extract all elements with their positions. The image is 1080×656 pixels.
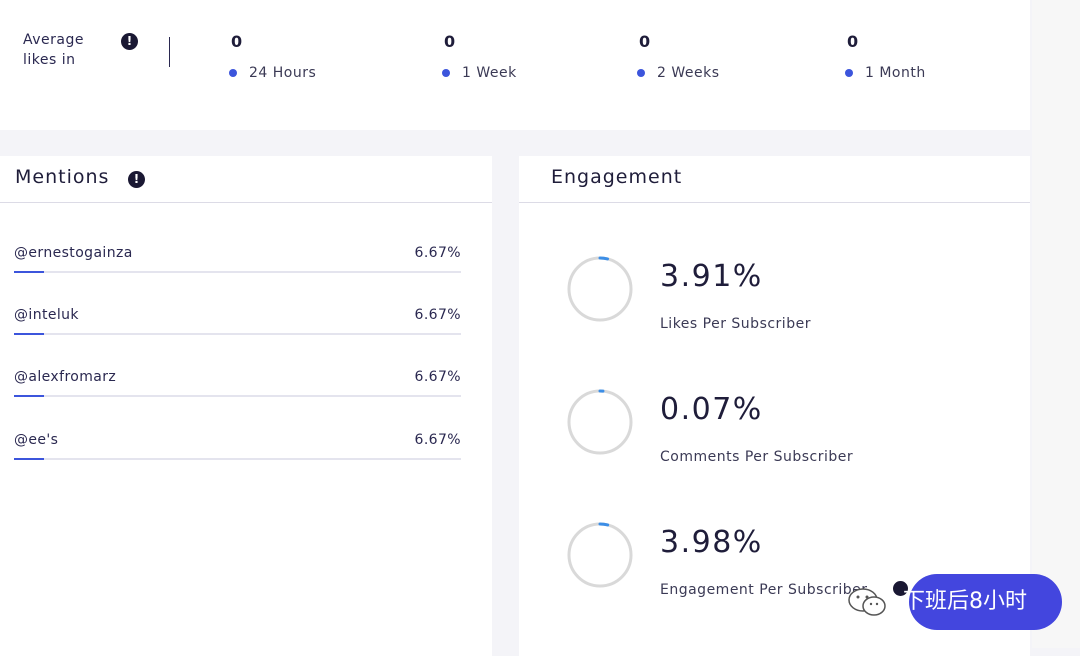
card-divider — [0, 202, 492, 203]
engagement-title: Engagement — [551, 166, 683, 188]
mention-progress-bar — [14, 333, 461, 335]
bullet-dot-icon — [845, 69, 853, 77]
average-likes-card: Average likes in ! 0 24 Hours 0 1 Week 0… — [0, 0, 1030, 130]
mention-progress-fill — [14, 395, 44, 397]
period-1-month: 0 1 Month — [845, 32, 926, 81]
mention-handle[interactable]: @ee's — [14, 432, 59, 448]
progress-ring — [567, 522, 633, 588]
bullet-dot-icon — [637, 69, 645, 77]
period-value: 0 — [847, 32, 859, 51]
progress-ring-arc — [567, 256, 633, 322]
mention-progress-bar — [14, 458, 461, 460]
period-1-week: 0 1 Week — [442, 32, 517, 81]
period-value: 0 — [444, 32, 456, 51]
metric-value: 3.91% — [660, 259, 763, 294]
mention-handle[interactable]: @alexfromarz — [14, 369, 117, 385]
period-value: 0 — [231, 32, 243, 51]
period-label: 2 Weeks — [657, 65, 720, 81]
mention-handle[interactable]: @ernestogainza — [14, 245, 133, 261]
mention-progress-fill — [14, 458, 44, 460]
mentions-card: Mentions ! — [0, 156, 492, 656]
mention-progress-bar — [14, 271, 461, 273]
mention-handle[interactable]: @inteluk — [14, 307, 79, 323]
wechat-icon — [848, 588, 886, 616]
exclamation-circle-icon[interactable]: ! — [121, 33, 138, 50]
mention-percent: 6.67% — [414, 245, 461, 261]
mention-item: @inteluk 6.67% — [14, 307, 461, 335]
period-label: 1 Month — [865, 65, 926, 81]
progress-ring-arc — [567, 522, 633, 588]
mention-item: @ee's 6.67% — [14, 432, 461, 460]
metric-value: 3.98% — [660, 525, 763, 560]
metric-value: 0.07% — [660, 392, 763, 427]
period-24-hours: 0 24 Hours — [229, 32, 316, 81]
mention-item: @alexfromarz 6.67% — [14, 369, 461, 397]
progress-ring — [567, 256, 633, 322]
mentions-title: Mentions — [15, 166, 110, 188]
page-scroll-gutter — [1032, 0, 1080, 648]
metric-label: Engagement Per Subscriber — [660, 582, 868, 598]
engagement-card: Engagement — [519, 156, 1030, 656]
mention-percent: 6.67% — [414, 307, 461, 323]
info-dot-icon — [893, 581, 908, 596]
mention-progress-fill — [14, 333, 44, 335]
mention-progress-bar — [14, 395, 461, 397]
overlay-text: 下班后8小时 — [903, 589, 1027, 614]
mention-item: @ernestogainza 6.67% — [14, 245, 461, 273]
period-value: 0 — [639, 32, 651, 51]
bullet-dot-icon — [442, 69, 450, 77]
wechat-overlay-badge[interactable]: 下班后8小时 — [903, 574, 1062, 630]
mention-progress-fill — [14, 271, 44, 273]
period-label: 1 Week — [462, 65, 517, 81]
bullet-dot-icon — [229, 69, 237, 77]
divider — [169, 37, 170, 67]
progress-ring-arc — [567, 389, 633, 455]
mention-percent: 6.67% — [414, 369, 461, 385]
average-likes-label: Average likes in — [23, 32, 84, 68]
progress-ring — [567, 389, 633, 455]
period-2-weeks: 0 2 Weeks — [637, 32, 720, 81]
mention-percent: 6.67% — [414, 432, 461, 448]
metric-label: Likes Per Subscriber — [660, 316, 811, 332]
metric-label: Comments Per Subscriber — [660, 449, 854, 465]
period-label: 24 Hours — [249, 65, 317, 81]
exclamation-circle-icon[interactable]: ! — [128, 171, 145, 188]
card-divider — [519, 202, 1030, 203]
